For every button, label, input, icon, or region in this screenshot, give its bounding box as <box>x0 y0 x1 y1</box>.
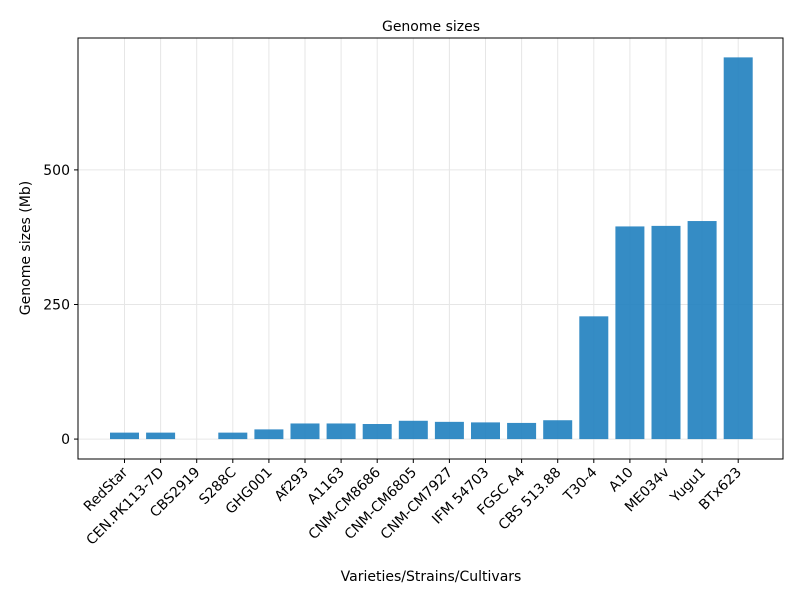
y-tick-label: 250 <box>43 297 70 313</box>
bar <box>398 420 428 440</box>
bar <box>326 423 356 440</box>
bar <box>362 424 392 440</box>
bar <box>218 432 248 440</box>
plot-frame <box>77 37 784 460</box>
y-tick-label: 0 <box>61 432 70 448</box>
y-tick-label: 500 <box>43 163 70 179</box>
y-axis-label: Genome sizes (Mb) <box>18 181 34 315</box>
x-tick-label: A10 <box>606 465 637 496</box>
bar <box>254 429 284 440</box>
bar <box>146 432 176 440</box>
x-tick-label: T30-4 <box>560 464 601 505</box>
bar <box>723 57 753 440</box>
bar <box>434 421 464 440</box>
bar <box>615 226 645 440</box>
chart-title: Genome sizes <box>382 19 480 35</box>
bar <box>579 316 609 440</box>
bar <box>110 432 139 440</box>
bars <box>110 57 753 440</box>
bar <box>471 422 500 440</box>
bar <box>507 422 537 440</box>
bar <box>687 221 717 440</box>
bar <box>651 225 681 440</box>
bar <box>290 423 320 440</box>
bar <box>543 420 573 440</box>
x-axis-label: Varieties/Strains/Cultivars <box>341 569 522 585</box>
